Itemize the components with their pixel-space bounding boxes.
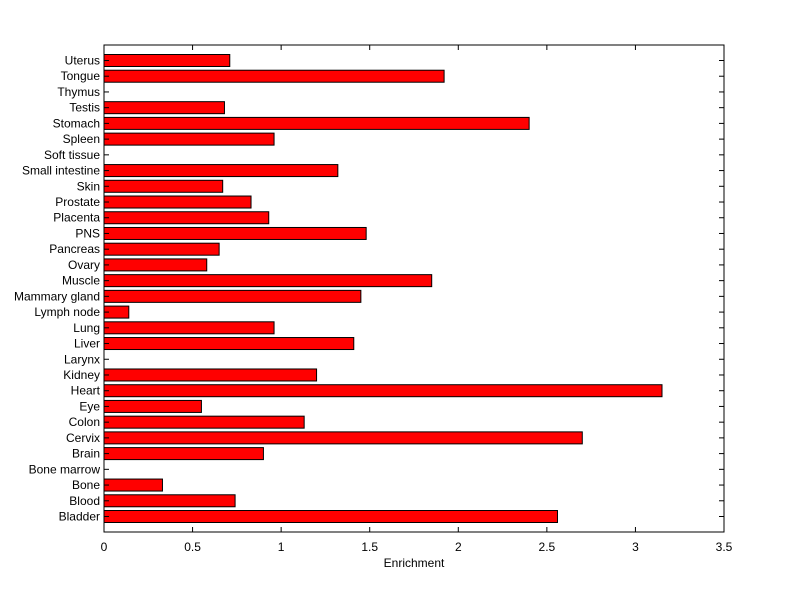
y-tick-label-larynx: Larynx	[64, 352, 100, 366]
y-tick-label-kidney: Kidney	[63, 368, 100, 382]
x-tick-label-4: 2	[455, 540, 462, 554]
bar-bladder	[103, 510, 558, 523]
y-tick-label-soft-tissue: Soft tissue	[44, 148, 100, 162]
y-tick-label-bone: Bone	[72, 478, 100, 492]
bar-kidney	[103, 368, 318, 382]
x-tick-label-3: 1.5	[361, 540, 378, 554]
bar-blood	[103, 494, 236, 508]
bar-mammary-gland	[103, 289, 362, 303]
y-tick-label-liver: Liver	[74, 337, 100, 351]
ticks-layer	[103, 45, 725, 532]
bar-lung	[103, 321, 275, 335]
bar-stomach	[103, 116, 530, 130]
y-tick-label-pns: PNS	[75, 226, 100, 240]
bar-testis	[103, 101, 225, 115]
y-tick-label-brain: Brain	[72, 447, 100, 461]
x-tick-label-2: 1	[278, 540, 285, 554]
y-tick-label-cervix: Cervix	[66, 431, 100, 445]
x-axis-title: Enrichment	[384, 556, 445, 570]
y-tick-label-prostate: Prostate	[55, 195, 100, 209]
y-tick-label-skin: Skin	[77, 179, 100, 193]
bar-brain	[103, 447, 264, 461]
x-tick-label-1: 0.5	[184, 540, 201, 554]
bar-ovary	[103, 258, 208, 272]
bar-placenta	[103, 211, 270, 225]
x-tick-labels: 0 0.5 1 1.5 2 2.5 3 3.5	[101, 540, 733, 554]
bar-spleen	[103, 132, 275, 146]
y-tick-label-thymus: Thymus	[57, 85, 100, 99]
y-tick-label-small-intestine: Small intestine	[22, 164, 100, 178]
y-tick-label-eye: Eye	[79, 399, 100, 413]
bar-eye	[103, 399, 202, 413]
y-tick-label-testis: Testis	[69, 101, 100, 115]
bar-pns	[103, 226, 367, 240]
y-tick-label-placenta: Placenta	[53, 211, 100, 225]
y-tick-label-colon: Colon	[69, 415, 100, 429]
plot-frame	[103, 44, 725, 533]
x-tick-label-0: 0	[101, 540, 108, 554]
bar-prostate	[103, 195, 252, 209]
y-tick-label-muscle: Muscle	[62, 274, 100, 288]
y-tick-label-pancreas: Pancreas	[49, 242, 100, 256]
bar-liver	[103, 337, 355, 351]
y-tick-label-ovary: Ovary	[68, 258, 100, 272]
bar-cervix	[103, 431, 583, 445]
bar-pancreas	[103, 242, 220, 256]
y-tick-label-tongue: Tongue	[61, 69, 101, 83]
y-tick-label-blood: Blood	[69, 494, 100, 508]
y-tick-label-lymph-node: Lymph node	[34, 305, 100, 319]
y-tick-label-heart: Heart	[71, 384, 101, 398]
x-tick-label-5: 2.5	[539, 540, 556, 554]
y-tick-label-lung: Lung	[73, 321, 100, 335]
y-tick-label-spleen: Spleen	[63, 132, 100, 146]
y-tick-label-uterus: Uterus	[65, 54, 100, 68]
y-tick-label-mammary-gland: Mammary gland	[14, 289, 100, 303]
y-tick-label-bone-marrow: Bone marrow	[29, 462, 101, 476]
bar-heart	[103, 384, 663, 398]
x-tick-label-7: 3.5	[716, 540, 733, 554]
bar-uterus	[103, 54, 231, 67]
bar-colon	[103, 415, 305, 429]
bar-bone	[103, 478, 163, 492]
bar-tongue	[103, 69, 445, 83]
y-tick-label-stomach: Stomach	[53, 116, 100, 130]
bar-muscle	[103, 274, 433, 288]
y-tick-label-bladder: Bladder	[59, 510, 100, 524]
x-tick-label-6: 3	[632, 540, 639, 554]
bar-skin	[103, 179, 224, 193]
bar-small-intestine	[103, 164, 339, 178]
